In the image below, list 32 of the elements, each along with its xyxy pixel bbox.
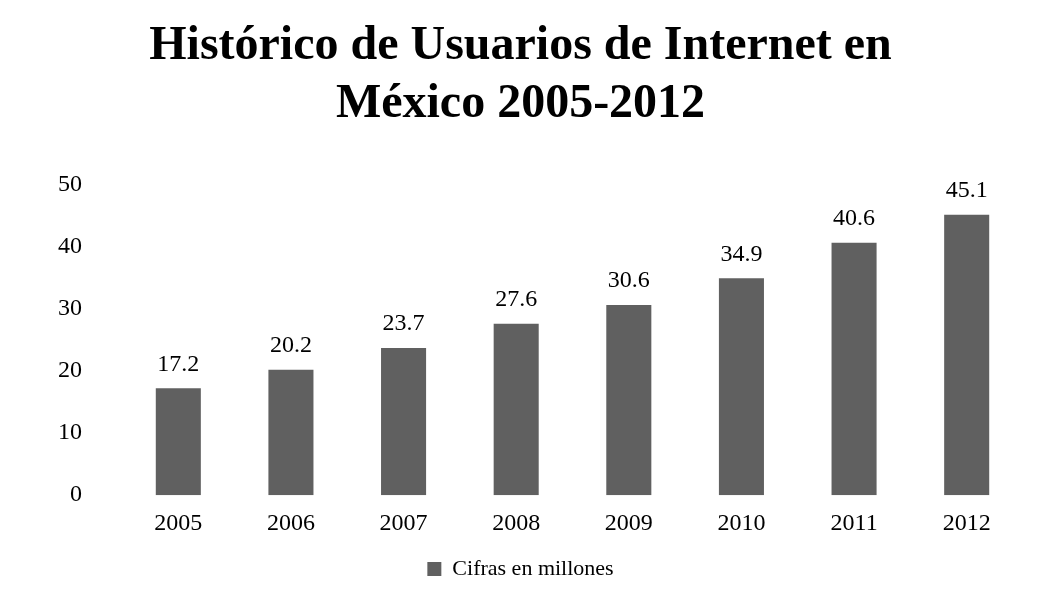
- x-tick-label: 2010: [717, 508, 766, 535]
- x-tick-label: 2012: [942, 508, 991, 535]
- y-tick-label: 10: [58, 418, 82, 445]
- x-tick-label: 2009: [604, 508, 653, 535]
- x-tick-label: 2007: [379, 508, 428, 535]
- x-tick-label: 2008: [492, 508, 541, 535]
- y-tick-label: 40: [58, 231, 82, 258]
- x-tick-label: 2006: [266, 508, 315, 535]
- bar: [381, 347, 427, 496]
- bar: [944, 214, 990, 496]
- y-tick-label: 50: [58, 169, 82, 196]
- bar: [493, 323, 539, 496]
- data-label: 27.6: [495, 284, 538, 311]
- bar: [831, 242, 877, 496]
- x-tick-label: 2005: [154, 508, 203, 535]
- bar: [718, 278, 764, 496]
- data-label: 23.7: [382, 309, 425, 336]
- y-tick-label: 20: [58, 356, 82, 383]
- y-tick-label: 0: [70, 480, 82, 507]
- bar: [155, 388, 201, 496]
- data-label: 20.2: [269, 330, 312, 357]
- data-label: 17.2: [157, 349, 200, 376]
- data-label: 30.6: [607, 266, 650, 293]
- bar: [268, 369, 314, 496]
- data-label: 34.9: [720, 239, 763, 266]
- data-label: 45.1: [945, 176, 988, 203]
- y-tick-label: 30: [58, 294, 82, 321]
- bar: [606, 304, 652, 496]
- x-tick-label: 2011: [830, 508, 878, 535]
- chart-title: Histórico de Usuarios de Internet en México 2005-2012: [148, 15, 893, 129]
- legend-label: Cifras en millones: [452, 554, 614, 580]
- data-label: 40.6: [833, 204, 876, 231]
